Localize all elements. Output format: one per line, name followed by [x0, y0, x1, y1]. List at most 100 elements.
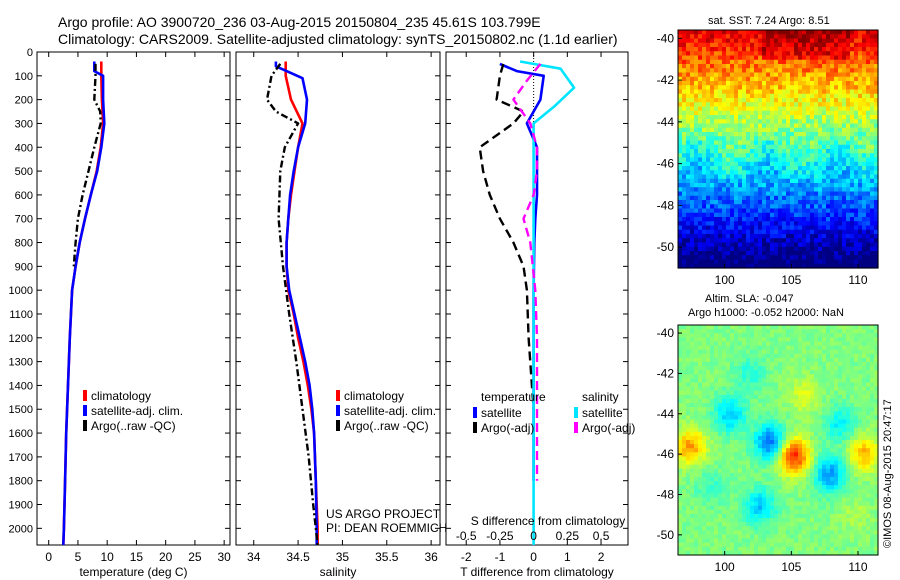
map-cell — [850, 329, 855, 334]
map-cell — [846, 357, 851, 363]
map-cell — [758, 349, 763, 355]
map-cell — [754, 127, 759, 133]
map-cell — [866, 472, 871, 478]
map-cell — [714, 200, 719, 205]
map-cell — [822, 102, 827, 108]
map-cell — [690, 195, 695, 201]
map-cell — [714, 238, 719, 244]
map-cell — [682, 204, 687, 210]
map-cell — [822, 325, 827, 330]
map-cell — [822, 51, 827, 57]
map-cell — [802, 187, 807, 193]
map-cell — [726, 187, 731, 193]
map-cell — [750, 361, 755, 367]
map-cell — [734, 217, 739, 222]
map-cell — [858, 460, 863, 466]
map-cell — [858, 476, 863, 482]
map-cell — [694, 85, 699, 91]
map-cell — [870, 149, 875, 154]
map-cell — [702, 178, 707, 184]
map-cell — [714, 374, 719, 379]
map-cell — [870, 30, 875, 35]
map-cell — [874, 419, 879, 425]
map-cell — [826, 345, 831, 351]
map-cell — [754, 341, 759, 347]
map-cell — [694, 242, 699, 248]
map-cell — [858, 234, 863, 239]
map-cell — [714, 110, 719, 116]
map-cell — [810, 183, 815, 188]
map-cell — [810, 229, 815, 235]
map-cell — [698, 183, 703, 188]
map-cell — [842, 444, 847, 449]
map-cell — [818, 64, 823, 69]
map-cell — [762, 98, 767, 103]
map-cell — [682, 481, 687, 486]
map-cell — [774, 464, 779, 470]
map-cell — [838, 329, 843, 334]
map-cell — [814, 341, 819, 347]
map-cell — [722, 187, 727, 193]
map-cell — [822, 361, 827, 367]
map-cell — [754, 411, 759, 416]
map-cell — [770, 419, 775, 425]
map-cell — [806, 333, 811, 338]
map-cell — [718, 476, 723, 482]
map-cell — [830, 325, 835, 330]
map-cell — [870, 370, 875, 375]
map-cell — [718, 242, 723, 248]
map-cell — [694, 178, 699, 184]
map-cell — [774, 106, 779, 112]
map-cell — [718, 435, 723, 441]
map-cell — [766, 263, 771, 269]
map-cell — [766, 476, 771, 482]
map-cell — [766, 419, 771, 425]
map-cell — [854, 76, 859, 82]
map-cell — [746, 374, 751, 379]
map-cell — [734, 149, 739, 154]
map-cell — [706, 110, 711, 116]
map-cell — [730, 349, 735, 355]
map-cell — [726, 398, 731, 404]
map-cell — [802, 398, 807, 404]
map-cell — [738, 263, 743, 269]
map-cell — [874, 394, 879, 400]
map-cell — [758, 337, 763, 343]
map-cell — [802, 329, 807, 334]
map-cell — [794, 72, 799, 78]
map-cell — [702, 341, 707, 347]
map-cell — [698, 431, 703, 437]
map-cell — [818, 225, 823, 231]
map-cell — [830, 81, 835, 86]
map-cell — [678, 407, 683, 412]
map-cell — [682, 127, 687, 133]
map-cell — [698, 59, 703, 65]
map-cell — [866, 59, 871, 65]
map-cell — [778, 246, 783, 252]
map-cell — [802, 394, 807, 400]
map-cell — [842, 423, 847, 429]
map-cell — [826, 431, 831, 437]
map-cell — [722, 435, 727, 441]
map-cell — [722, 47, 727, 52]
map-cell — [706, 468, 711, 474]
map-cell — [770, 68, 775, 74]
map-cell — [758, 178, 763, 184]
map-cell — [754, 407, 759, 412]
map-cell — [774, 251, 779, 256]
map-cell — [862, 153, 867, 159]
map-cell — [722, 119, 727, 125]
map-cell — [722, 51, 727, 57]
map-cell — [790, 444, 795, 449]
map-cell — [714, 353, 719, 359]
map-cell — [798, 444, 803, 449]
map-cell — [854, 144, 859, 150]
map-cell — [858, 390, 863, 396]
map-cell — [870, 345, 875, 351]
map-cell — [714, 452, 719, 458]
map-cell — [722, 251, 727, 256]
map-cell — [866, 64, 871, 69]
map-cell — [850, 221, 855, 227]
map-cell — [838, 208, 843, 214]
map-cell — [770, 140, 775, 146]
